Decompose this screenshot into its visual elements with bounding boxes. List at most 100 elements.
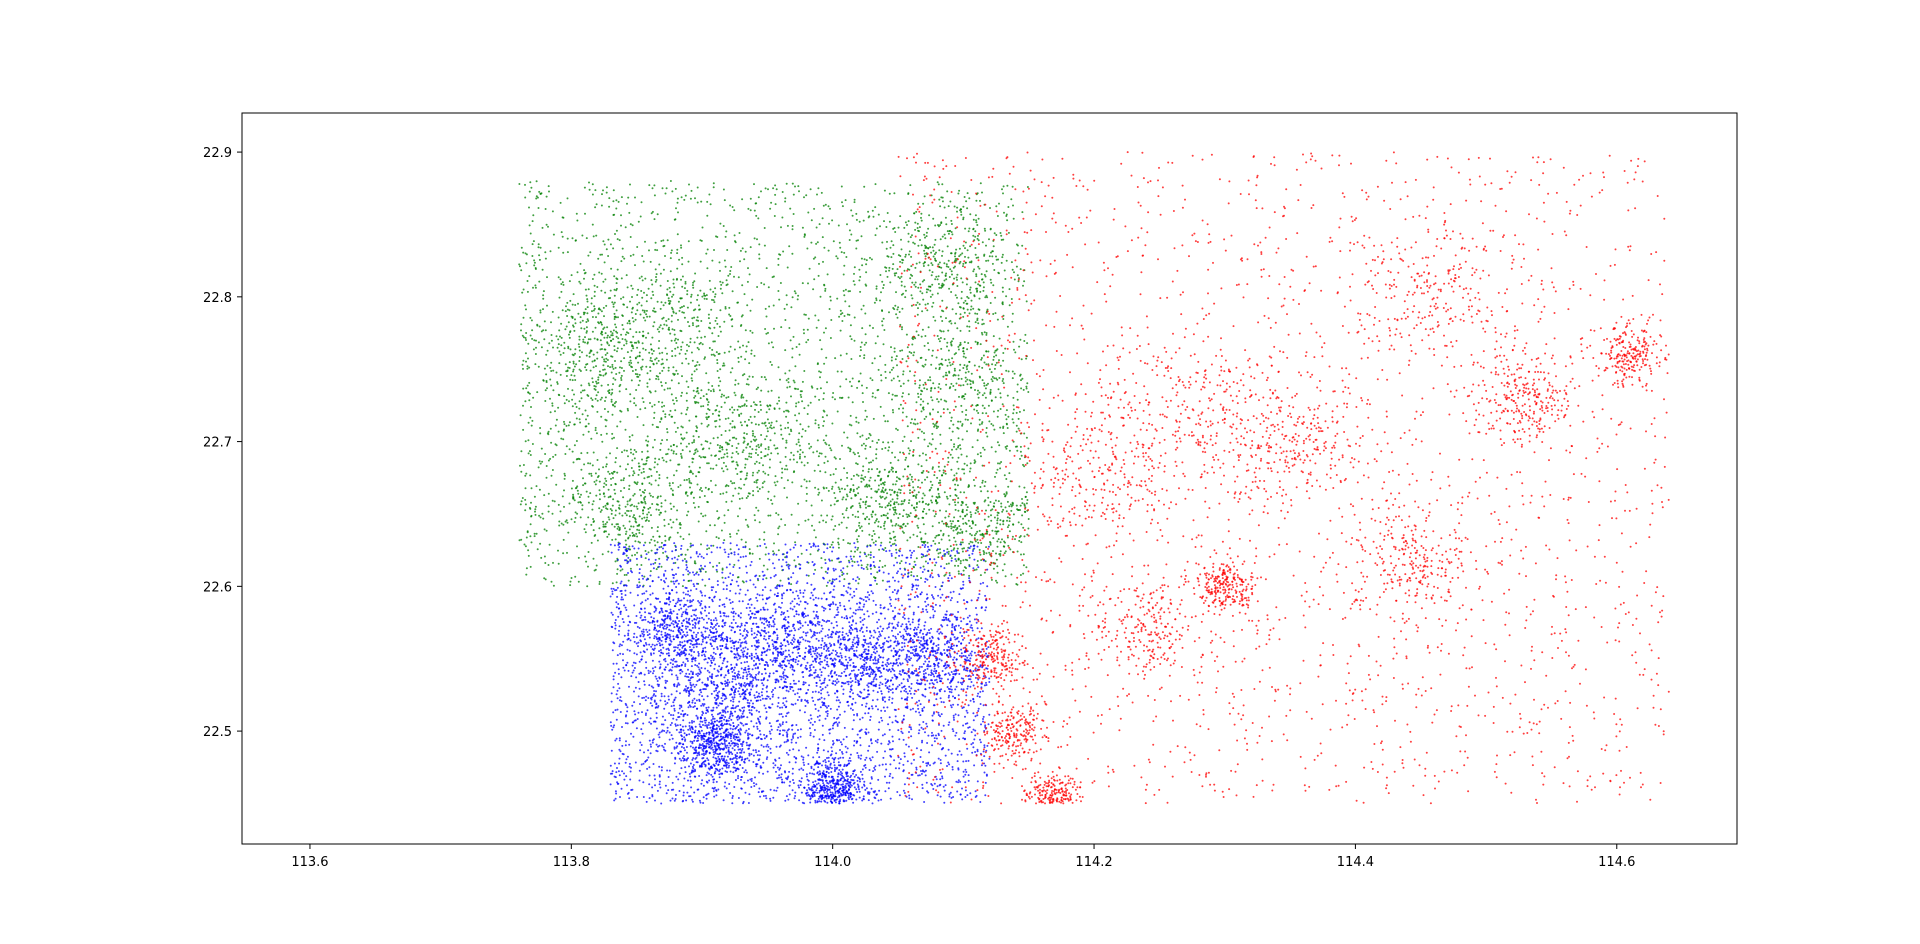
scatter-point bbox=[821, 236, 824, 239]
scatter-point bbox=[625, 514, 628, 517]
scatter-point bbox=[534, 508, 537, 511]
scatter-point bbox=[557, 549, 559, 552]
scatter-point bbox=[624, 338, 627, 341]
scatter-point bbox=[657, 359, 660, 362]
scatter-point bbox=[709, 322, 711, 325]
scatter-point bbox=[875, 227, 878, 230]
scatter-point bbox=[1019, 374, 1022, 377]
scatter-point bbox=[548, 190, 550, 193]
scatter-point bbox=[971, 446, 974, 449]
scatter-point bbox=[557, 562, 560, 565]
scatter-point bbox=[943, 465, 946, 468]
scatter-point bbox=[587, 501, 590, 504]
scatter-point bbox=[663, 244, 666, 247]
scatter-point bbox=[734, 241, 737, 244]
scatter-point bbox=[525, 567, 528, 570]
scatter-point bbox=[641, 450, 644, 453]
scatter-point bbox=[877, 525, 880, 528]
scatter-point bbox=[571, 353, 574, 356]
scatter-point bbox=[928, 699, 931, 702]
scatter-point bbox=[731, 482, 734, 485]
scatter-point bbox=[592, 518, 595, 520]
scatter-point bbox=[834, 468, 837, 470]
scatter-point bbox=[1001, 569, 1004, 572]
scatter-point bbox=[921, 501, 924, 504]
scatter-point bbox=[603, 358, 606, 361]
scatter-point bbox=[744, 329, 747, 332]
scatter-point bbox=[723, 401, 726, 404]
scatter-point bbox=[1022, 553, 1025, 556]
scatter-point bbox=[960, 453, 963, 456]
scatter-point bbox=[631, 370, 634, 372]
scatter-point bbox=[845, 498, 848, 501]
scatter-point bbox=[917, 479, 920, 482]
scatter-point bbox=[998, 272, 1000, 275]
scatter-point bbox=[712, 340, 715, 343]
scatter-point bbox=[678, 352, 681, 355]
scatter-point bbox=[904, 253, 907, 256]
scatter-point bbox=[542, 308, 544, 311]
scatter-point bbox=[1007, 485, 1010, 488]
scatter-point bbox=[806, 461, 809, 464]
scatter-point bbox=[776, 447, 779, 450]
scatter-point bbox=[658, 513, 661, 516]
scatter-point bbox=[620, 196, 623, 199]
scatter-point bbox=[907, 220, 910, 223]
scatter-point bbox=[596, 410, 599, 413]
scatter-point bbox=[607, 516, 610, 519]
scatter-point bbox=[849, 324, 852, 327]
scatter-point bbox=[859, 372, 862, 375]
scatter-point bbox=[630, 349, 633, 352]
scatter-point bbox=[646, 372, 649, 375]
scatter-point bbox=[751, 448, 754, 451]
scatter-point bbox=[818, 398, 821, 401]
scatter-point bbox=[940, 266, 943, 269]
scatter-point bbox=[636, 246, 639, 248]
scatter-point bbox=[715, 351, 718, 354]
scatter-point bbox=[677, 382, 680, 385]
scatter-point bbox=[961, 468, 964, 471]
scatter-point bbox=[952, 520, 954, 523]
scatter-point bbox=[987, 515, 990, 518]
scatter-point bbox=[803, 233, 806, 236]
scatter-point bbox=[1023, 503, 1026, 506]
scatter-point bbox=[997, 462, 999, 465]
scatter-point bbox=[834, 398, 836, 401]
scatter-point bbox=[572, 293, 575, 296]
scatter-point bbox=[784, 349, 787, 352]
scatter-point bbox=[572, 496, 574, 499]
scatter-point bbox=[629, 534, 631, 537]
scatter-point bbox=[585, 294, 588, 297]
scatter-point bbox=[697, 319, 700, 322]
scatter-point bbox=[601, 253, 603, 256]
scatter-point bbox=[958, 395, 960, 398]
scatter-point bbox=[898, 407, 900, 410]
scatter-point bbox=[787, 421, 789, 424]
scatter-point bbox=[585, 418, 587, 421]
scatter-point bbox=[707, 401, 710, 404]
scatter-point bbox=[1011, 185, 1014, 188]
scatter-point bbox=[573, 393, 575, 396]
scatter-point bbox=[633, 449, 636, 451]
scatter-point bbox=[538, 325, 541, 328]
scatter-point bbox=[764, 424, 767, 427]
scatter-point bbox=[542, 297, 545, 300]
scatter-point bbox=[887, 441, 890, 444]
scatter-point bbox=[631, 317, 634, 319]
scatter-point bbox=[841, 312, 844, 315]
scatter-point bbox=[967, 342, 970, 344]
scatter-point bbox=[605, 304, 608, 307]
scatter-point bbox=[784, 556, 787, 559]
scatter-point bbox=[534, 505, 537, 508]
scatter-point bbox=[931, 399, 934, 402]
scatter-point bbox=[941, 285, 944, 288]
scatter-point bbox=[566, 301, 569, 304]
scatter-point bbox=[615, 326, 618, 329]
scatter-point bbox=[530, 319, 533, 322]
scatter-point bbox=[548, 543, 551, 546]
scatter-point bbox=[661, 351, 664, 354]
scatter-point bbox=[578, 418, 581, 421]
scatter-point bbox=[766, 430, 769, 433]
scatter-point bbox=[952, 385, 955, 387]
scatter-point bbox=[871, 362, 874, 365]
